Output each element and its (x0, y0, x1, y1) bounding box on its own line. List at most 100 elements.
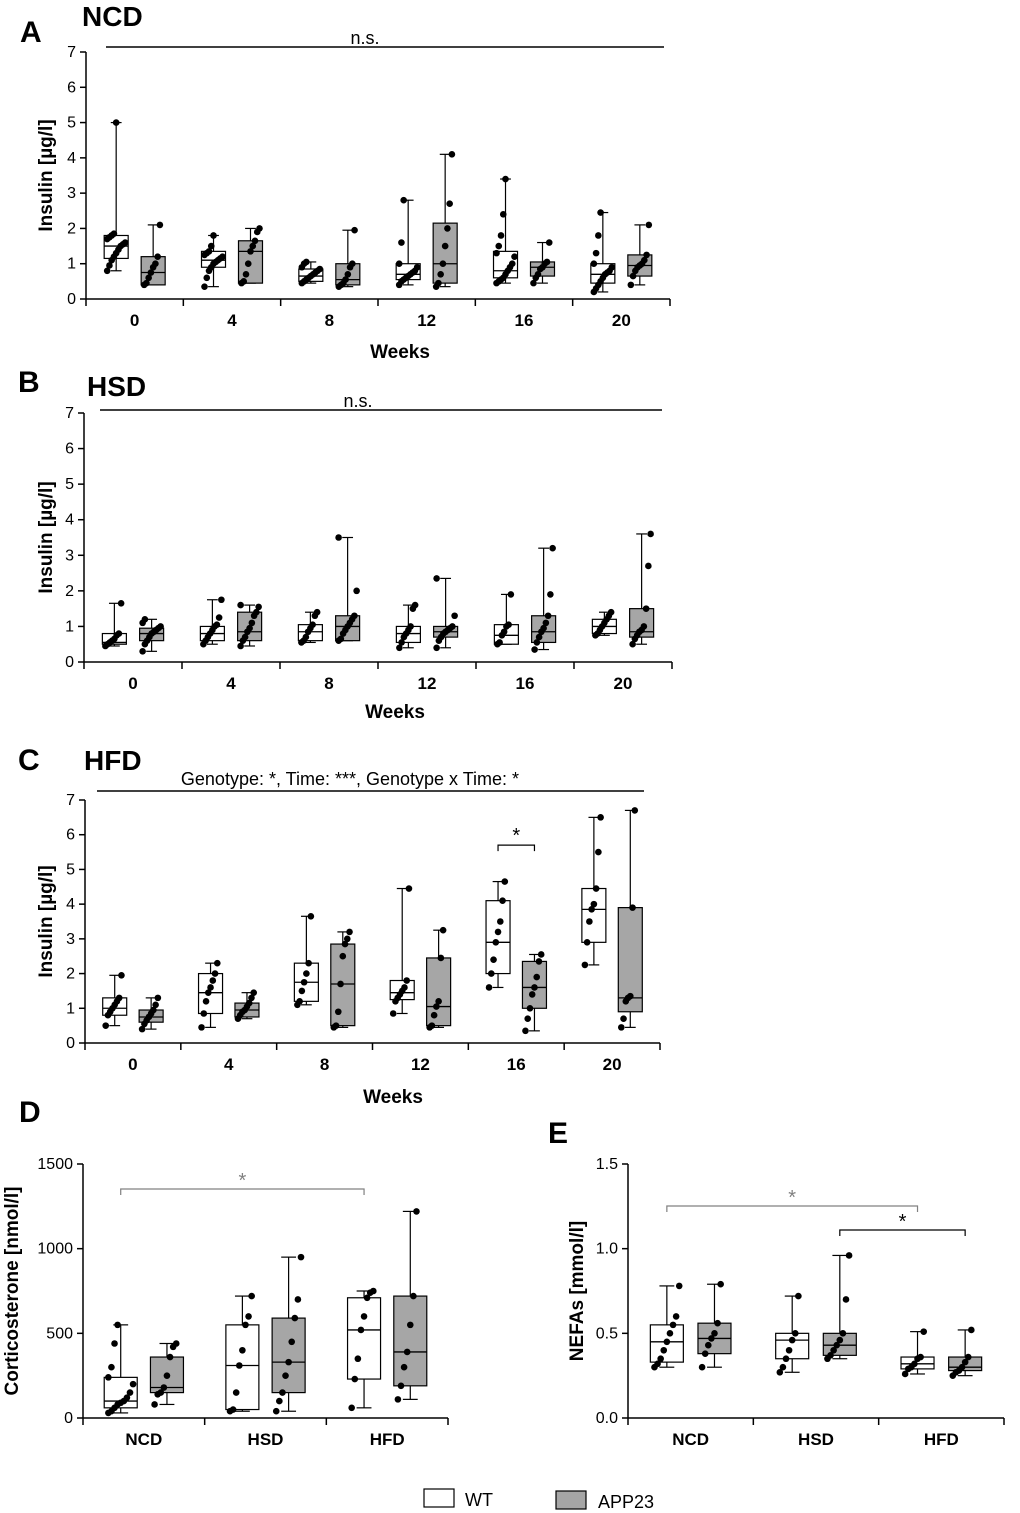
data-point (213, 621, 221, 628)
box-wt-20 (581, 814, 607, 969)
data-point (643, 251, 650, 259)
box-app23-16 (521, 951, 548, 1035)
data-point (232, 1389, 240, 1396)
box-wt-16 (493, 591, 519, 648)
x-axis-label: Weeks (370, 342, 430, 363)
y-axis-label: Insulin [µg/l] (36, 119, 57, 231)
data-point (111, 1340, 118, 1347)
data-point (827, 1352, 834, 1359)
x-tick-label: 12 (411, 1055, 430, 1074)
data-point (198, 1024, 205, 1031)
data-point (152, 260, 159, 268)
data-point (530, 279, 537, 287)
data-point (139, 648, 146, 655)
data-point (495, 242, 503, 250)
data-point (398, 639, 405, 646)
data-point (166, 1353, 174, 1361)
legend-label-app23: APP23 (598, 1492, 654, 1512)
data-point (351, 226, 358, 234)
box-app23-HFD (393, 1208, 428, 1403)
data-point (249, 242, 257, 250)
significance-label: * (512, 825, 520, 847)
y-tick-label: 4 (66, 896, 75, 913)
y-tick-label: 7 (67, 44, 76, 61)
significance-bracket (497, 844, 536, 852)
data-point (714, 1319, 721, 1327)
box-wt-12 (395, 196, 421, 289)
data-point (439, 260, 447, 268)
panel-C: C HFD Genotype: *, Time: ***, Genotype x T… (18, 744, 661, 1108)
data-point (154, 253, 161, 260)
data-point (496, 639, 503, 646)
data-point (303, 258, 310, 266)
box-app23-20 (629, 530, 655, 648)
y-tick-label: 5 (67, 115, 76, 132)
data-point (500, 628, 508, 636)
data-point (209, 977, 217, 984)
x-axis-label: Weeks (363, 1087, 423, 1108)
data-point (154, 994, 162, 1002)
data-point (444, 225, 451, 232)
data-point (129, 1380, 137, 1388)
box-iqr (393, 1295, 428, 1387)
data-point (645, 221, 653, 229)
data-point (496, 918, 504, 925)
data-point (545, 239, 553, 246)
box-app23-16 (531, 544, 557, 653)
data-point (629, 904, 636, 911)
data-point (534, 271, 542, 278)
data-point (711, 1330, 718, 1337)
data-point (531, 984, 538, 991)
data-point (641, 256, 648, 264)
data-point (242, 271, 250, 278)
data-point (901, 1370, 909, 1378)
panel-letter: D (19, 1096, 41, 1129)
data-point (348, 1404, 355, 1412)
data-point (237, 601, 244, 609)
data-point (448, 151, 456, 158)
data-point (335, 534, 342, 541)
data-point (524, 1015, 532, 1022)
data-point (795, 1292, 802, 1300)
box-iqr (581, 887, 607, 943)
data-point (112, 119, 120, 126)
panel-letter: A (20, 16, 42, 49)
data-point (592, 885, 600, 892)
data-point (297, 1253, 305, 1261)
data-point (343, 935, 351, 943)
data-point (248, 1292, 255, 1300)
data-point (245, 1313, 252, 1320)
data-point (647, 530, 654, 538)
data-point (490, 956, 497, 963)
data-point (531, 646, 538, 653)
data-point (675, 1282, 683, 1290)
box-wt-NCD (103, 1321, 138, 1417)
box-app23-4 (237, 601, 263, 650)
data-point (398, 239, 405, 246)
y-tick-label: 1.0 (596, 1241, 618, 1258)
data-point (961, 1358, 969, 1366)
data-point (592, 249, 600, 257)
data-point (213, 959, 221, 967)
box-app23-0 (140, 221, 166, 289)
data-point (351, 1375, 359, 1383)
y-tick-label: 4 (67, 150, 76, 167)
data-point (357, 1326, 365, 1334)
y-tick-label: 1 (67, 256, 76, 273)
box-app23-16 (529, 239, 556, 287)
data-point (205, 248, 213, 255)
y-tick-label: 1 (66, 1000, 75, 1017)
data-point (250, 989, 258, 996)
data-point (395, 260, 403, 268)
data-point (663, 1338, 671, 1346)
data-point (430, 1011, 438, 1019)
data-point (581, 961, 589, 969)
box-app23-NCD (697, 1280, 732, 1371)
data-point (141, 616, 149, 623)
data-point (121, 239, 129, 246)
data-point (108, 1363, 115, 1371)
data-point (669, 1321, 677, 1329)
data-point (138, 1025, 146, 1033)
data-point (501, 878, 509, 885)
